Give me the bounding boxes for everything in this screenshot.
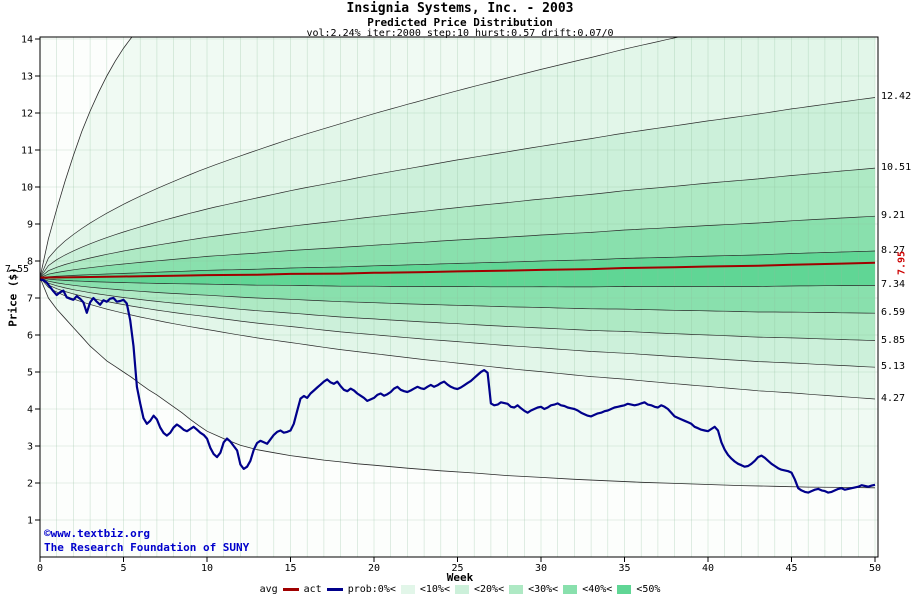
legend-band-label: <50% <box>636 584 661 595</box>
x-axis-title: Week <box>446 571 474 584</box>
actual-price-line <box>40 278 876 494</box>
y-tick-label: 9 <box>27 219 33 230</box>
probability-band-50 <box>40 251 875 287</box>
envelope-bottom-line <box>40 277 876 489</box>
y-tick-label: 5 <box>27 367 33 378</box>
legend-band-swatch <box>509 585 524 594</box>
simulation-parameters: vol:2.24% iter:2000 step:10 hurst:0.57 d… <box>306 28 614 39</box>
band-upper-boundary-line <box>40 37 681 278</box>
legend-band-label: <10%< <box>419 584 450 595</box>
band-upper-boundary-line <box>40 215 876 278</box>
x-tick-label: 5 <box>120 563 126 574</box>
x-tick-label: 25 <box>451 563 463 574</box>
x-tick-label: 45 <box>785 563 797 574</box>
x-tick-label: 20 <box>368 563 380 574</box>
band-lower-boundary-line <box>40 277 876 341</box>
y-tick-label: 10 <box>21 182 33 193</box>
x-tick-label: 15 <box>284 563 296 574</box>
chart-title: Insignia Systems, Inc. - 2003 <box>346 1 574 16</box>
legend-band-label: <20%< <box>473 584 505 595</box>
x-tick-label: 35 <box>618 563 630 574</box>
band-lower-boundary-line <box>40 277 876 368</box>
watermark-site-link[interactable]: ©www.textbiz.org <box>44 527 150 540</box>
start-price-label: 7.55 <box>4 263 29 275</box>
x-tick-label: 40 <box>702 563 714 574</box>
y-tick-label: 3 <box>27 441 33 452</box>
legend-band-swatch <box>617 585 632 594</box>
y-tick-label: 4 <box>27 404 33 415</box>
legend-prob-zero-label: prob:0%< <box>347 584 396 595</box>
band-upper-boundary-line <box>40 97 876 278</box>
legend-band-label: <40%< <box>582 584 613 595</box>
legend: avg act prob:0%< <10%< <20%< <30%< <40%< <50… <box>0 584 920 595</box>
avg-end-price-label: 7.95 <box>896 250 908 275</box>
y-tick-label: 7 <box>27 293 33 304</box>
y-tick-label: 8 <box>27 256 33 267</box>
legend-band-label: <30%< <box>528 584 559 595</box>
y-tick-label: 11 <box>21 145 33 156</box>
band-lower-boundary-line <box>40 277 876 314</box>
x-tick-label: 0 <box>37 563 43 574</box>
y-tick-label: 6 <box>27 330 33 341</box>
legend-band-items: <10%< <20%< <30%< <40%< <50% <box>400 584 661 595</box>
band-upper-boundary-line <box>40 167 876 278</box>
legend-band-swatch <box>454 585 469 594</box>
legend-avg-line-sample <box>282 588 299 591</box>
y-tick-label: 13 <box>21 71 33 82</box>
envelope-top-line <box>40 37 133 278</box>
x-tick-label: 30 <box>535 563 547 574</box>
chart-subtitle: Predicted Price Distribution <box>367 16 553 29</box>
y-tick-label: 14 <box>21 34 33 45</box>
y-tick-label: 12 <box>21 108 33 119</box>
legend-band-swatch <box>400 585 415 594</box>
x-tick-label: 10 <box>201 563 213 574</box>
legend-band-swatch <box>563 585 578 594</box>
x-tick-label: 50 <box>869 563 881 574</box>
y-tick-label: 2 <box>27 478 33 489</box>
band-lower-boundary-line <box>40 277 876 288</box>
y-tick-label: 1 <box>27 515 33 526</box>
plot-layers <box>40 37 878 557</box>
band-lower-boundary-line <box>40 277 876 400</box>
y-axis-title: Price ($) <box>6 267 20 327</box>
band-upper-boundary-line <box>40 250 876 278</box>
legend-act-label: act <box>303 584 322 595</box>
watermark-organization: The Research Foundation of SUNY <box>44 541 250 554</box>
legend-act-line-sample <box>326 588 343 591</box>
legend-avg-label: avg <box>259 584 278 595</box>
plot-frame <box>39 36 879 558</box>
avg-price-line <box>40 261 876 279</box>
